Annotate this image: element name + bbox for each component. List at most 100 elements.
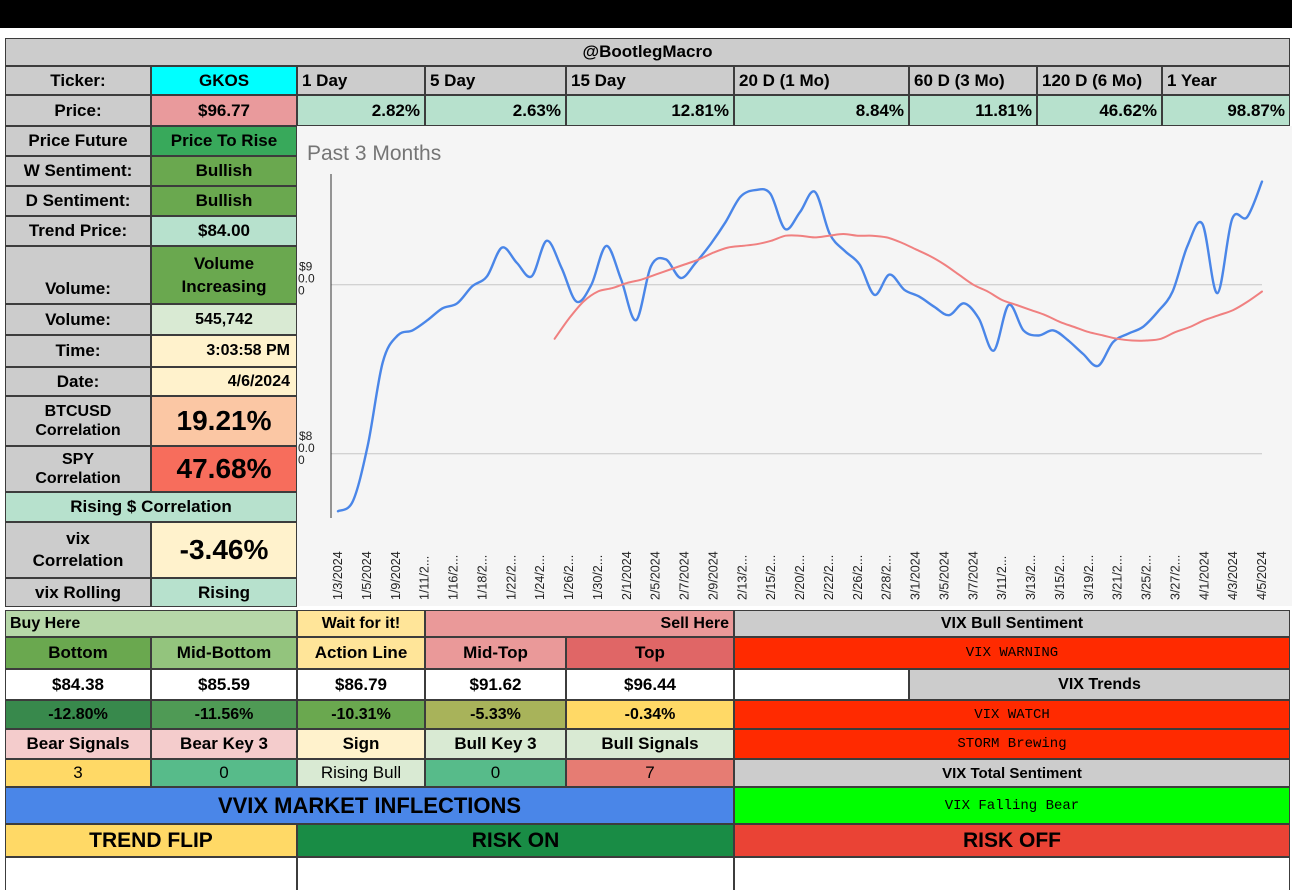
signal-header-bear-key: Bear Key 3 bbox=[151, 729, 297, 759]
level-header-top: Top bbox=[566, 637, 734, 669]
level-price-top: $96.44 bbox=[566, 669, 734, 700]
spy-correlation-label: SPY Correlation bbox=[5, 446, 151, 492]
level-header-action-line: Action Line bbox=[297, 637, 425, 669]
vix-total-sentiment: VIX Total Sentiment bbox=[734, 759, 1290, 787]
x-tick-label: 1/16/2... bbox=[447, 555, 461, 600]
buy-here: Buy Here bbox=[5, 610, 297, 637]
level-header-mid-bottom: Mid-Bottom bbox=[151, 637, 297, 669]
price-future-value: Price To Rise bbox=[151, 126, 297, 156]
trend-price-label: Trend Price: bbox=[5, 216, 151, 246]
vix-correlation-label: vix Correlation bbox=[5, 522, 151, 578]
ticker-label: Ticker: bbox=[5, 66, 151, 95]
price-series-line bbox=[336, 180, 1264, 513]
period-label-120d: 120 D (6 Mo) bbox=[1037, 66, 1162, 95]
x-tick-label: 2/26/2... bbox=[851, 555, 865, 600]
time-label: Time: bbox=[5, 335, 151, 367]
x-tick-label: 1/18/2... bbox=[475, 555, 489, 600]
trend-series-line bbox=[553, 233, 1263, 342]
vix-watch: VIX WATCH bbox=[734, 700, 1290, 729]
price-future-label: Price Future bbox=[5, 126, 151, 156]
ticker-value: GKOS bbox=[151, 66, 297, 95]
wait-for-it: Wait for it! bbox=[297, 610, 425, 637]
vvix-market-inflections: VVIX MARKET INFLECTIONS bbox=[5, 787, 734, 824]
x-tick-label: 4/1/2024 bbox=[1197, 551, 1211, 600]
period-value-15d: 12.81% bbox=[566, 95, 734, 126]
signal-value-sign: Rising Bull bbox=[297, 759, 425, 787]
x-tick-label: 4/3/2024 bbox=[1226, 551, 1240, 600]
x-tick-label: 2/22/2... bbox=[822, 555, 836, 600]
trend-flip: TREND FLIP bbox=[5, 824, 297, 857]
x-tick-label: 1/30/2... bbox=[591, 555, 605, 600]
vix-blank-cell bbox=[734, 669, 909, 700]
signal-header-bull-signals: Bull Signals bbox=[566, 729, 734, 759]
x-tick-label: 3/27/2... bbox=[1168, 555, 1182, 600]
x-tick-label: 3/21/2... bbox=[1111, 555, 1125, 600]
x-tick-label: 4/5/2024 bbox=[1255, 551, 1269, 600]
signal-value-bear-signals: 3 bbox=[5, 759, 151, 787]
volume-trend-label: Volume: bbox=[5, 246, 151, 304]
period-value-120d: 46.62% bbox=[1037, 95, 1162, 126]
price-value: $96.77 bbox=[151, 95, 297, 126]
btc-correlation-label: BTCUSD Correlation bbox=[5, 396, 151, 446]
date-label: Date: bbox=[5, 367, 151, 396]
x-tick-label: 2/1/2024 bbox=[620, 551, 634, 600]
vix-falling-bear: VIX Falling Bear bbox=[734, 787, 1290, 824]
volume-trend-value: Volume Increasing bbox=[151, 246, 297, 304]
vix-correlation-value: -3.46% bbox=[151, 522, 297, 578]
level-price-mid-top: $91.62 bbox=[425, 669, 566, 700]
period-label-1d: 1 Day bbox=[297, 66, 425, 95]
header-title: @BootlegMacro bbox=[5, 38, 1290, 66]
period-value-5d: 2.63% bbox=[425, 95, 566, 126]
level-pct-mid-bottom: -11.56% bbox=[151, 700, 297, 729]
level-pct-mid-top: -5.33% bbox=[425, 700, 566, 729]
period-label-20d: 20 D (1 Mo) bbox=[734, 66, 909, 95]
x-tick-label: 3/19/2... bbox=[1082, 555, 1096, 600]
volume-label: Volume: bbox=[5, 304, 151, 335]
vix-rolling-label: vix Rolling bbox=[5, 578, 151, 607]
level-header-bottom: Bottom bbox=[5, 637, 151, 669]
price-label: Price: bbox=[5, 95, 151, 126]
vix-bull-sentiment: VIX Bull Sentiment bbox=[734, 610, 1290, 637]
signal-header-sign: Sign bbox=[297, 729, 425, 759]
spy-correlation-value: 47.68% bbox=[151, 446, 297, 492]
x-tick-label: 1/22/2... bbox=[504, 555, 518, 600]
period-value-60d: 11.81% bbox=[909, 95, 1037, 126]
x-tick-label: 1/9/2024 bbox=[389, 551, 403, 600]
x-tick-label: 3/1/2024 bbox=[909, 551, 923, 600]
x-tick-label: 2/7/2024 bbox=[678, 551, 692, 600]
level-pct-bottom: -12.80% bbox=[5, 700, 151, 729]
x-tick-label: 1/26/2... bbox=[562, 555, 576, 600]
x-tick-label: 2/13/2... bbox=[735, 555, 749, 600]
top-bar bbox=[0, 0, 1292, 28]
x-tick-label: 3/11/2... bbox=[995, 556, 1009, 600]
btc-correlation-value: 19.21% bbox=[151, 396, 297, 446]
signal-value-bull-signals: 7 bbox=[566, 759, 734, 787]
x-tick-label: 2/5/2024 bbox=[649, 551, 663, 600]
x-tick-label: 3/25/2... bbox=[1140, 555, 1154, 600]
period-label-1y: 1 Year bbox=[1162, 66, 1290, 95]
x-tick-label: 1/3/2024 bbox=[331, 551, 345, 600]
x-tick-label: 3/7/2024 bbox=[966, 551, 980, 600]
signal-header-bull-key: Bull Key 3 bbox=[425, 729, 566, 759]
level-price-mid-bottom: $85.59 bbox=[151, 669, 297, 700]
time-value: 3:03:58 PM bbox=[151, 335, 297, 367]
signal-header-bear-signals: Bear Signals bbox=[5, 729, 151, 759]
period-value-1d: 2.82% bbox=[297, 95, 425, 126]
risk-off: RISK OFF bbox=[734, 824, 1290, 857]
level-pct-action-line: -10.31% bbox=[297, 700, 425, 729]
date-value: 4/6/2024 bbox=[151, 367, 297, 396]
period-label-60d: 60 D (3 Mo) bbox=[909, 66, 1037, 95]
risk-on: RISK ON bbox=[297, 824, 734, 857]
risk-off-value bbox=[734, 857, 1290, 890]
vix-rolling-value: Rising bbox=[151, 578, 297, 607]
signal-value-bear-key: 0 bbox=[151, 759, 297, 787]
x-tick-label: 1/24/2... bbox=[533, 555, 547, 600]
risk-on-value bbox=[297, 857, 734, 890]
x-tick-label: 1/11/2... bbox=[418, 556, 432, 600]
vix-warning: VIX WARNING bbox=[734, 637, 1290, 669]
x-tick-label: 2/15/2... bbox=[764, 555, 778, 600]
x-tick-label: 3/5/2024 bbox=[937, 551, 951, 600]
vix-trends: VIX Trends bbox=[909, 669, 1290, 700]
period-label-15d: 15 Day bbox=[566, 66, 734, 95]
trend-price-value: $84.00 bbox=[151, 216, 297, 246]
